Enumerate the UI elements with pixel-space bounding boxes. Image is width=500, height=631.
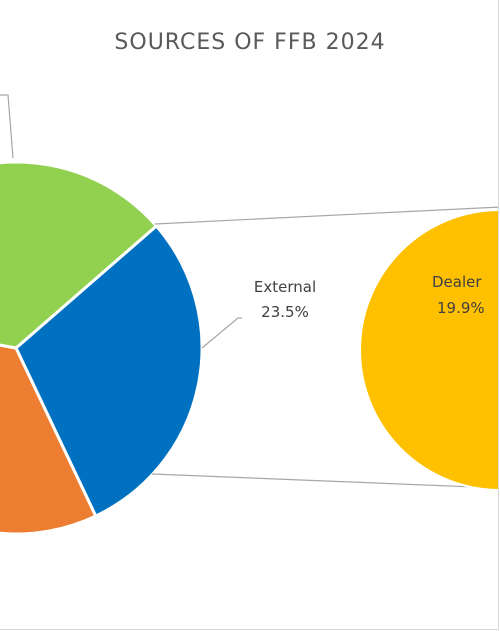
leader-line-top-left [0,94,14,159]
pie-slice-orange [0,343,98,536]
label-dealer-name: Dealer [432,273,482,291]
connector-line-bottom [151,473,498,489]
leader-line-external [201,317,242,349]
label-external-name: External [254,278,316,296]
pie-slice-green [0,160,159,350]
label-dealer-value: 19.9% [437,299,485,317]
pie-slice-dealer [359,209,498,491]
connector-line-top [154,206,498,225]
chart-title: SOURCES OF FFB 2024 [114,30,386,55]
label-external-value: 23.5% [261,303,309,321]
main-pie [0,160,204,536]
